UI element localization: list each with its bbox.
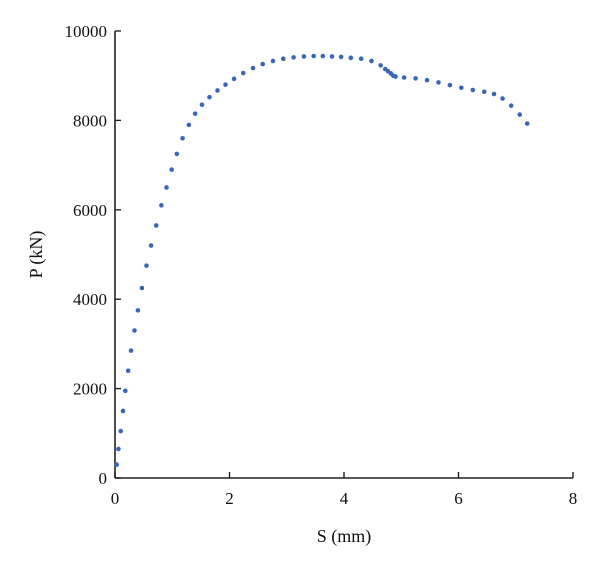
data-point	[301, 54, 307, 59]
data-point	[508, 103, 514, 108]
data-series	[114, 53, 530, 467]
data-point	[125, 368, 131, 374]
data-point	[116, 446, 121, 452]
data-point	[270, 58, 276, 64]
data-point	[393, 74, 398, 79]
data-point	[329, 54, 335, 59]
data-point	[207, 94, 212, 100]
data-point	[192, 111, 198, 116]
x-tick-label: 0	[111, 489, 120, 508]
data-point	[491, 91, 497, 97]
data-point	[118, 428, 124, 434]
data-point	[144, 263, 149, 268]
data-point	[436, 80, 441, 85]
x-tick-label: 4	[340, 489, 349, 508]
data-point	[524, 121, 530, 126]
data-point	[500, 96, 505, 101]
data-point	[132, 328, 137, 333]
x-tick-label: 2	[225, 489, 234, 508]
data-point	[215, 88, 220, 93]
x-tick-label: 6	[454, 489, 463, 508]
data-point	[481, 89, 487, 95]
x-tick-label: 8	[569, 489, 578, 508]
data-point	[260, 61, 266, 67]
x-axis-ticks: 0 2 4 6 8	[111, 472, 578, 508]
data-point	[447, 82, 453, 88]
data-point	[413, 76, 418, 81]
data-point	[174, 151, 180, 157]
y-tick-label: 2000	[73, 380, 107, 399]
data-point	[231, 76, 237, 82]
data-point	[358, 56, 364, 62]
data-point	[139, 285, 145, 291]
data-point	[169, 167, 174, 172]
data-point	[320, 53, 326, 59]
data-point	[148, 243, 154, 248]
data-point	[424, 77, 430, 83]
y-tick-label: 4000	[73, 290, 107, 309]
data-point	[120, 408, 126, 414]
data-point	[470, 87, 476, 93]
data-point	[199, 102, 205, 108]
data-point	[338, 54, 344, 60]
data-point	[311, 53, 316, 59]
data-point	[281, 56, 286, 62]
data-point	[240, 70, 246, 76]
data-point	[348, 55, 354, 61]
data-point	[369, 58, 374, 64]
data-point	[128, 348, 134, 353]
data-point	[250, 65, 256, 71]
data-point	[135, 308, 141, 313]
data-point	[180, 135, 185, 141]
y-tick-label: 6000	[73, 201, 107, 220]
data-point	[291, 55, 296, 60]
data-point	[223, 82, 228, 87]
data-point	[114, 462, 120, 467]
data-point	[153, 223, 159, 228]
data-point	[378, 63, 383, 68]
x-axis-title: S (mm)	[317, 526, 372, 547]
data-point	[186, 122, 192, 128]
data-point	[123, 388, 128, 394]
data-point	[164, 185, 169, 190]
y-tick-label: 8000	[73, 111, 107, 130]
data-point	[159, 203, 164, 208]
y-axis-title: P (kN)	[26, 231, 47, 279]
y-tick-label: 0	[99, 469, 108, 488]
data-point	[517, 112, 523, 117]
data-point	[459, 85, 464, 91]
data-point	[401, 75, 407, 80]
y-axis-ticks: 0 2000 4000 6000 8000 10000	[65, 22, 121, 488]
y-tick-label: 10000	[65, 22, 108, 41]
